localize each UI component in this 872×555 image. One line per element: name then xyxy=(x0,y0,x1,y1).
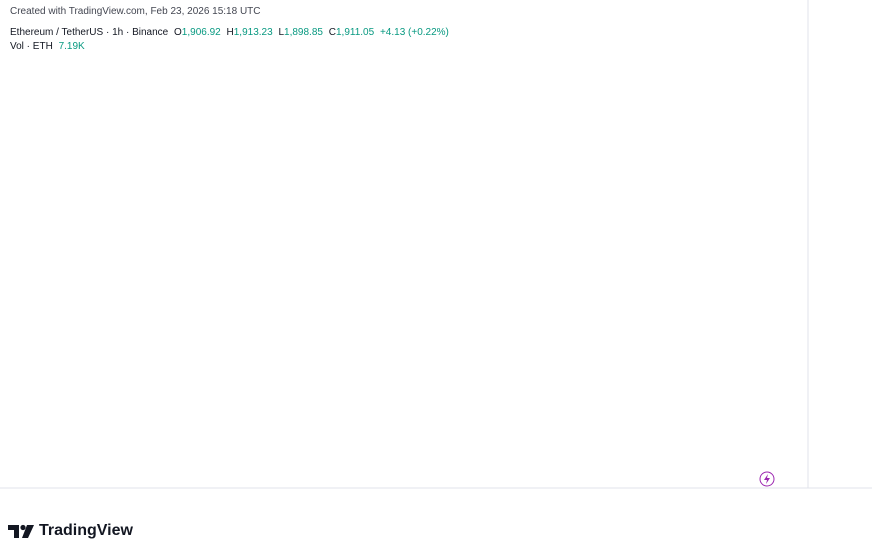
vol-label: Vol · ETH xyxy=(10,41,53,52)
symbol: Ethereum / TetherUS · 1h · Binance xyxy=(10,27,169,38)
l-value: 1,898.85 xyxy=(284,27,323,38)
alert-bolt xyxy=(764,474,770,484)
change: +4.13 (+0.22%) xyxy=(379,27,449,38)
o-label: O xyxy=(174,27,182,38)
chart xyxy=(0,0,872,489)
h-value: 1,913.23 xyxy=(233,27,273,38)
legend-row: Ethereum / TetherUS · 1h · Binance O1,90… xyxy=(10,27,452,38)
created-note: Created with TradingView.com, Feb 23, 20… xyxy=(10,6,261,17)
volume-legend: Vol · ETH 7.19K xyxy=(10,41,88,52)
c-value: 1,911.05 xyxy=(335,27,375,38)
c-label: C xyxy=(328,27,336,38)
o-value: 1,906.92 xyxy=(181,27,221,38)
h-label: H xyxy=(226,27,234,38)
vol-value: 7.19K xyxy=(58,41,85,52)
l-label: L xyxy=(278,27,285,38)
logo-text: TradingView xyxy=(39,522,133,539)
logo: TradingView xyxy=(8,522,133,540)
logo-icon xyxy=(8,524,34,538)
